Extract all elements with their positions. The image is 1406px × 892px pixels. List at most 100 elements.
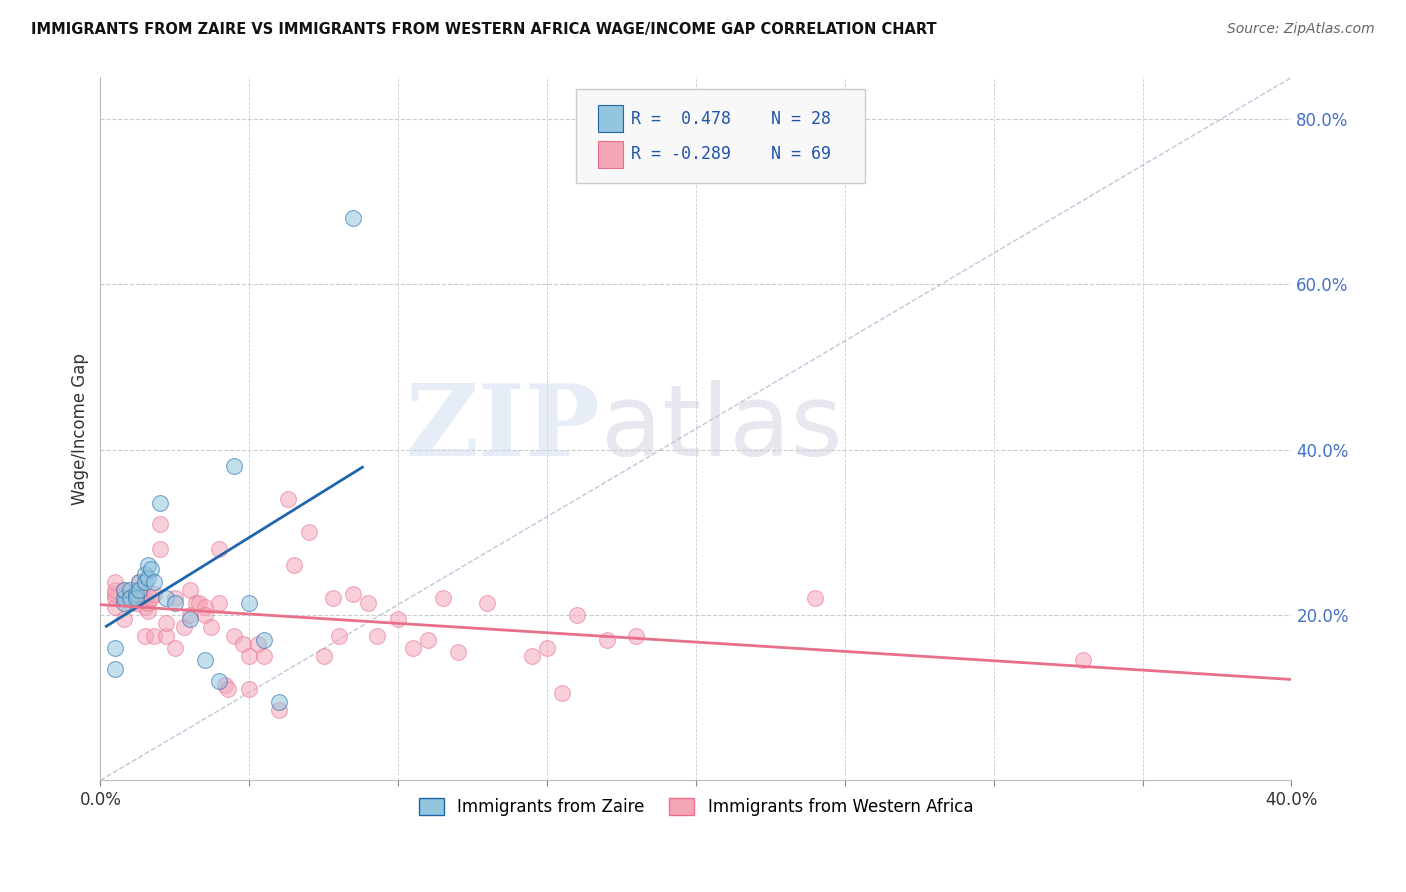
Point <box>125 595 148 609</box>
Point <box>626 629 648 643</box>
Point <box>298 525 321 540</box>
Point <box>163 595 186 609</box>
Point <box>163 640 186 655</box>
Point <box>149 541 172 556</box>
Point <box>520 649 543 664</box>
Point <box>387 612 409 626</box>
Point <box>120 595 142 609</box>
Point <box>112 612 135 626</box>
Point <box>214 678 236 692</box>
Point <box>136 595 159 609</box>
Point <box>416 632 439 647</box>
Point <box>163 591 186 606</box>
Point <box>125 587 148 601</box>
Point <box>208 674 231 689</box>
Point <box>134 566 156 581</box>
Point <box>277 492 299 507</box>
Point <box>104 640 127 655</box>
Point <box>224 459 246 474</box>
Point <box>136 558 159 573</box>
Point <box>238 649 260 664</box>
Point <box>366 629 388 643</box>
Text: atlas: atlas <box>600 380 842 477</box>
Point <box>432 591 454 606</box>
Point <box>173 620 195 634</box>
Point <box>142 587 165 601</box>
Point <box>134 599 156 614</box>
Point <box>194 599 217 614</box>
Point <box>179 612 201 626</box>
Point <box>128 574 150 589</box>
Point <box>232 637 254 651</box>
Point <box>238 595 260 609</box>
Point <box>112 591 135 606</box>
Point <box>120 591 142 606</box>
Point <box>136 571 159 585</box>
Point <box>136 604 159 618</box>
Point <box>551 686 574 700</box>
Point <box>357 595 380 609</box>
Point <box>224 629 246 643</box>
Text: ZIP: ZIP <box>406 380 600 477</box>
Point <box>238 682 260 697</box>
Point <box>139 562 162 576</box>
Point <box>217 682 239 697</box>
Point <box>134 591 156 606</box>
Point <box>125 583 148 598</box>
Point <box>200 620 222 634</box>
Point <box>128 587 150 601</box>
Y-axis label: Wage/Income Gap: Wage/Income Gap <box>72 353 89 505</box>
Point <box>149 496 172 510</box>
Point <box>179 607 201 622</box>
Point <box>120 591 142 606</box>
Point <box>253 632 276 647</box>
Point <box>267 703 290 717</box>
Point <box>134 574 156 589</box>
Point <box>104 574 127 589</box>
Point <box>155 629 177 643</box>
Point <box>104 662 127 676</box>
Point <box>328 629 350 643</box>
Point <box>322 591 344 606</box>
Point <box>247 637 270 651</box>
Point <box>112 583 135 598</box>
Point <box>208 541 231 556</box>
Text: Source: ZipAtlas.com: Source: ZipAtlas.com <box>1227 22 1375 37</box>
Point <box>104 587 127 601</box>
Point <box>187 595 209 609</box>
Legend: Immigrants from Zaire, Immigrants from Western Africa: Immigrants from Zaire, Immigrants from W… <box>411 789 981 825</box>
Point <box>142 629 165 643</box>
Point <box>104 583 127 598</box>
Point <box>155 591 177 606</box>
Point <box>112 583 135 598</box>
Point <box>804 591 827 606</box>
Point <box>536 640 558 655</box>
Text: R = -0.289    N = 69: R = -0.289 N = 69 <box>631 145 831 163</box>
Point <box>267 695 290 709</box>
Point <box>565 607 588 622</box>
Point <box>142 574 165 589</box>
Point <box>104 599 127 614</box>
Point <box>194 607 217 622</box>
Point <box>139 591 162 606</box>
Point <box>1071 653 1094 667</box>
Point <box>253 649 276 664</box>
Point <box>120 583 142 598</box>
Point <box>342 211 364 225</box>
Point <box>208 595 231 609</box>
Point <box>477 595 499 609</box>
Point <box>104 591 127 606</box>
Text: R =  0.478    N = 28: R = 0.478 N = 28 <box>631 110 831 128</box>
Point <box>402 640 425 655</box>
Point <box>312 649 335 664</box>
Point <box>342 587 364 601</box>
Point <box>128 583 150 598</box>
Point <box>179 583 201 598</box>
Point <box>155 616 177 631</box>
Point <box>125 591 148 606</box>
Point <box>134 629 156 643</box>
Point <box>128 574 150 589</box>
Point <box>149 516 172 531</box>
Text: IMMIGRANTS FROM ZAIRE VS IMMIGRANTS FROM WESTERN AFRICA WAGE/INCOME GAP CORRELAT: IMMIGRANTS FROM ZAIRE VS IMMIGRANTS FROM… <box>31 22 936 37</box>
Point <box>447 645 470 659</box>
